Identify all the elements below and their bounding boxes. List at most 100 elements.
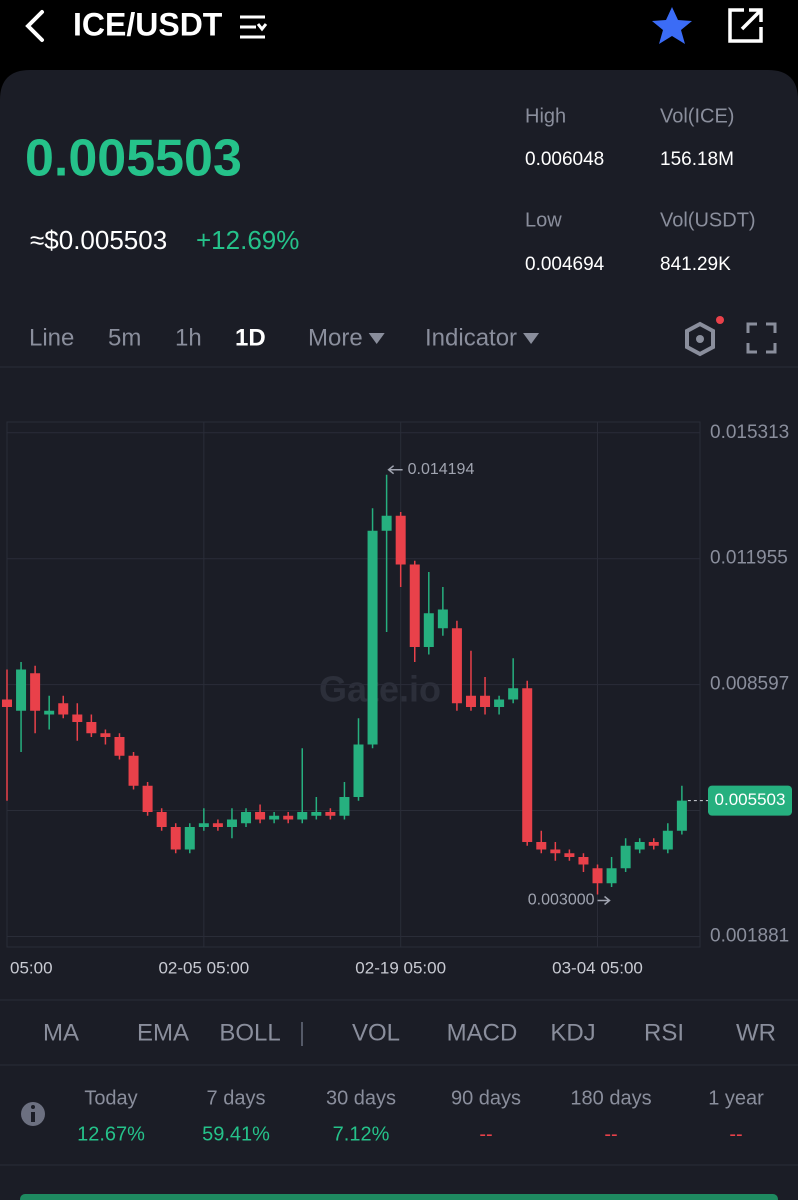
candle-body <box>676 800 687 831</box>
candle-body <box>311 812 322 816</box>
timeframe-tab[interactable]: 5m <box>108 324 141 351</box>
pair-title[interactable]: ICE/USDT <box>73 6 223 42</box>
candle-body <box>522 688 533 842</box>
indicator-tabs: MA EMA BOLL VOL MACD KDJ RSI WR <box>43 1019 776 1046</box>
performance: Today 12.67% 7 days 59.41% 30 days 7.12% 90 da… <box>77 1087 764 1145</box>
candle-body <box>114 737 125 756</box>
timeframe-tab[interactable]: 1h <box>175 324 202 351</box>
candle-body <box>212 823 223 827</box>
candle-body <box>465 695 476 707</box>
settings-icon[interactable] <box>685 321 715 357</box>
candle-body <box>634 842 645 850</box>
candle-body <box>16 669 27 711</box>
indicator-tab[interactable]: MACD <box>447 1019 518 1046</box>
marker-arrow <box>387 465 403 475</box>
candle-body <box>494 699 505 707</box>
period-label: 7 days <box>207 1087 266 1109</box>
back-button[interactable] <box>25 10 44 42</box>
indicator-tab[interactable]: BOLL <box>219 1019 280 1046</box>
candle-body <box>198 823 209 827</box>
y-tick-label: 0.015313 <box>710 422 789 443</box>
period-change: -- <box>604 1123 617 1145</box>
stat-value: 156.18M <box>660 149 734 170</box>
period-change: -- <box>729 1123 742 1145</box>
timeframe-tab[interactable]: Line <box>29 324 74 351</box>
timeframe-tabs: Line 5m 1h 1D More Indicator <box>29 324 540 351</box>
candle-body <box>325 812 336 816</box>
usd-price: ≈$0.005503 <box>30 225 167 255</box>
x-tick-label: 02-19 05:00 <box>355 958 446 977</box>
candle-body <box>100 733 111 737</box>
period-change: -- <box>479 1123 492 1145</box>
timeframe-tab[interactable]: Indicator <box>425 324 517 351</box>
candle-body <box>86 722 97 734</box>
stat-label: Vol(USDT) <box>660 209 756 231</box>
candle-body <box>142 785 153 812</box>
timeframe-tab[interactable]: More <box>308 324 363 351</box>
candle-body <box>620 845 631 869</box>
candle-body <box>2 699 12 707</box>
candle-body <box>536 842 547 850</box>
period-change: 59.41% <box>202 1123 270 1145</box>
candle-body <box>255 812 266 820</box>
candle-body <box>409 564 420 647</box>
indicator-tab[interactable]: WR <box>736 1019 776 1046</box>
candle-body <box>128 755 139 786</box>
period-label: 90 days <box>451 1087 521 1109</box>
candle-body <box>297 812 308 820</box>
period-label: Today <box>84 1087 137 1109</box>
panel <box>0 70 798 1200</box>
candle-body <box>395 515 406 565</box>
marker-arrow <box>597 895 611 906</box>
last-price-label: 0.005503 <box>715 790 786 809</box>
settings-icon-dot <box>696 335 704 343</box>
indicator-tab[interactable]: MA <box>43 1019 79 1046</box>
candle-body <box>606 868 617 884</box>
trade-button[interactable] <box>20 1194 778 1200</box>
pair-menu-icon[interactable] <box>240 15 268 39</box>
stats: High 0.006048 Vol(ICE) 156.18M Low 0.004694 Vo… <box>525 105 756 275</box>
notification-dot <box>716 316 724 324</box>
y-tick-label: 0.001881 <box>710 925 789 946</box>
candle-body <box>269 815 280 820</box>
candle-body <box>170 827 181 850</box>
price-change: +12.69% <box>196 225 299 255</box>
indicator-tab[interactable]: RSI <box>644 1019 684 1046</box>
stat-value: 0.004694 <box>525 254 605 275</box>
x-tick-label: 03-04 05:00 <box>552 958 643 977</box>
candle-body <box>592 868 603 884</box>
last-price-tag <box>708 785 792 816</box>
candle-body <box>30 673 41 711</box>
stat-label: High <box>525 105 566 127</box>
candle-body <box>437 609 448 629</box>
period-label: 1 year <box>708 1087 764 1109</box>
candle-body <box>184 827 195 850</box>
candle-body <box>564 853 575 857</box>
candle-body <box>480 695 491 707</box>
indicator-tab[interactable]: EMA <box>137 1019 189 1046</box>
stat-label: Low <box>525 209 562 231</box>
candle-body <box>423 613 434 647</box>
candle-body <box>339 797 350 816</box>
period-label: 30 days <box>326 1087 396 1109</box>
indicator-tab[interactable]: VOL <box>352 1019 400 1046</box>
candle-body <box>451 628 462 704</box>
period-change: 7.12% <box>333 1123 390 1145</box>
fullscreen-icon[interactable] <box>746 322 777 354</box>
candle-body <box>648 842 659 846</box>
timeframe-tab[interactable]: 1D <box>235 324 266 351</box>
candle-body <box>156 812 167 827</box>
share-icon[interactable] <box>728 8 763 43</box>
last-price: 0.005503 <box>25 130 242 188</box>
indicator-tab[interactable]: KDJ <box>550 1019 595 1046</box>
period-label: 180 days <box>570 1087 651 1109</box>
candle-body <box>241 812 252 824</box>
favorite-star[interactable] <box>652 7 692 44</box>
watermark: Gate.io <box>319 669 441 710</box>
high-marker-label: 0.014194 <box>408 461 475 478</box>
dropdown-caret <box>368 333 385 344</box>
info-icon-dot <box>31 1105 35 1109</box>
candle-body <box>226 819 237 827</box>
candle-body <box>44 710 55 715</box>
